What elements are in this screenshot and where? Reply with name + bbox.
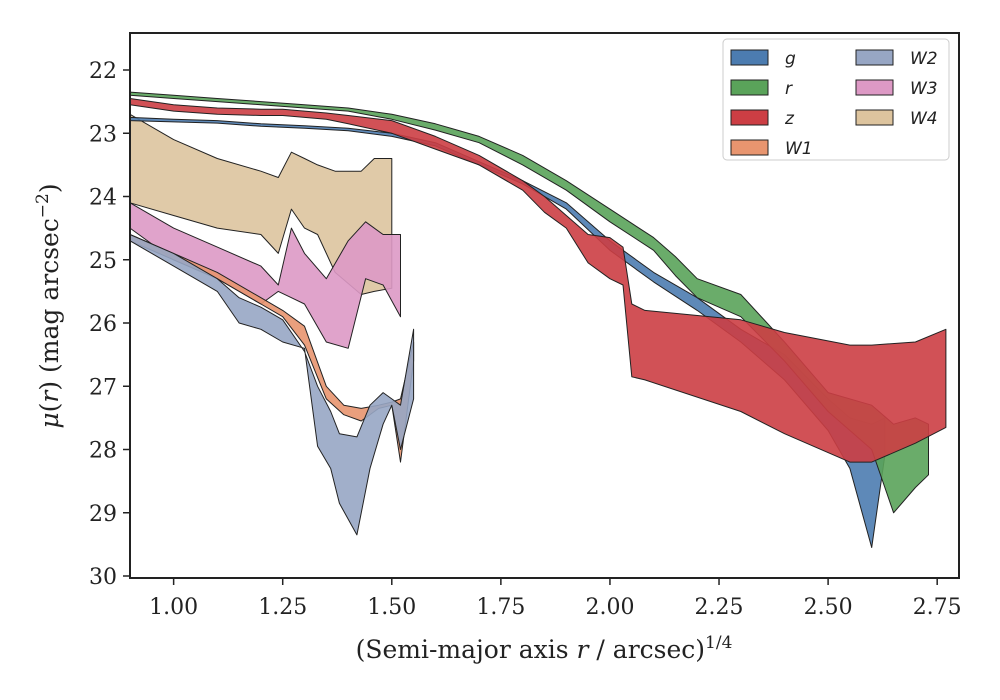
band-r bbox=[129, 91, 929, 514]
legend-swatch-w2 bbox=[855, 49, 894, 66]
y-tick-label: 27 bbox=[89, 375, 117, 400]
y-tick-label: 30 bbox=[89, 565, 117, 590]
legend-label-g: g bbox=[785, 49, 796, 69]
x-tick-label: 2.50 bbox=[804, 595, 853, 620]
y-tick-label: 28 bbox=[89, 439, 117, 464]
x-tick-label: 1.75 bbox=[476, 595, 525, 620]
legend-label-w2: W2 bbox=[910, 49, 938, 69]
x-tick-label: 1.25 bbox=[258, 595, 307, 620]
legend-swatch-z bbox=[730, 109, 769, 126]
legend-label-r: r bbox=[785, 79, 793, 99]
y-tick-label: 23 bbox=[89, 122, 117, 147]
x-tick-label: 2.75 bbox=[913, 595, 962, 620]
band-w2 bbox=[129, 234, 415, 536]
legend-swatch-w1 bbox=[730, 139, 769, 156]
legend: grz W1 W2 W3 W4 bbox=[722, 38, 950, 161]
x-tick-label: 2.25 bbox=[695, 595, 744, 620]
legend-swatch-g bbox=[730, 49, 769, 66]
legend-label-w4: W4 bbox=[910, 109, 938, 129]
y-axis-label: μ(r) (mag arcsec−2) bbox=[33, 183, 64, 428]
legend-swatch-w4 bbox=[855, 109, 894, 126]
y-tick-label: 24 bbox=[89, 186, 117, 211]
profile-bands bbox=[129, 91, 947, 548]
y-axis-ticks: 22 23 24 25 26 27 28 29 30 bbox=[89, 59, 130, 590]
x-tick-label: 1.50 bbox=[367, 595, 416, 620]
legend-label-w3: W3 bbox=[910, 79, 938, 99]
y-tick-label: 26 bbox=[89, 312, 117, 337]
x-tick-label: 2.00 bbox=[585, 595, 634, 620]
band-z bbox=[129, 98, 947, 463]
x-axis-ticks: 1.00 1.25 1.50 1.75 2.00 2.25 2.50 2.75 bbox=[149, 578, 962, 620]
y-tick-label: 22 bbox=[89, 59, 117, 84]
y-tick-label: 25 bbox=[89, 249, 117, 274]
legend-label-z: z bbox=[784, 109, 795, 129]
legend-swatch-r bbox=[730, 79, 769, 96]
plot-frame bbox=[129, 32, 960, 579]
legend-swatch-w3 bbox=[855, 79, 894, 96]
x-axis-label: (Semi-major axis r / arcsec)1/4 bbox=[356, 633, 733, 664]
legend-label-w1: W1 bbox=[785, 139, 813, 159]
legend-box bbox=[722, 38, 950, 161]
y-tick-label: 29 bbox=[89, 502, 117, 527]
x-tick-label: 1.00 bbox=[149, 595, 198, 620]
